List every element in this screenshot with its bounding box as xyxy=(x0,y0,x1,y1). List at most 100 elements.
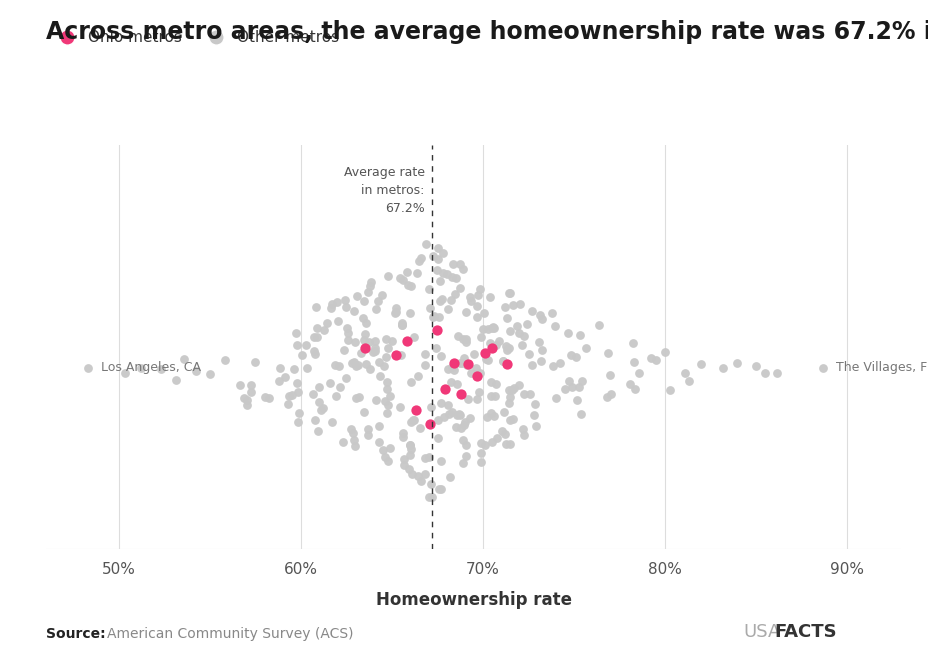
Point xyxy=(329,296,344,307)
Text: Average rate
in metros:
67.2%: Average rate in metros: 67.2% xyxy=(343,167,424,215)
Point xyxy=(346,305,361,316)
Point xyxy=(420,284,435,294)
Point xyxy=(289,327,303,338)
Point xyxy=(457,417,471,428)
Point xyxy=(501,398,516,408)
Point xyxy=(600,348,615,358)
Point xyxy=(332,382,347,393)
Point xyxy=(516,430,531,440)
Point xyxy=(202,368,217,379)
Point xyxy=(400,280,415,290)
Point xyxy=(466,349,481,360)
Point xyxy=(452,258,467,269)
Point xyxy=(502,391,517,402)
Point xyxy=(353,348,367,358)
Point xyxy=(477,348,492,358)
Point xyxy=(715,362,729,373)
Legend: Ohio metros, Other metros: Ohio metros, Other metros xyxy=(45,24,345,52)
Point xyxy=(563,381,578,392)
Point xyxy=(380,343,394,354)
Point xyxy=(291,408,306,418)
Point xyxy=(447,289,462,299)
Point xyxy=(423,479,438,490)
Point xyxy=(496,356,510,367)
Point xyxy=(432,397,447,408)
Point xyxy=(290,416,305,427)
Point xyxy=(470,370,484,381)
Point xyxy=(277,371,292,382)
Point xyxy=(534,345,548,356)
Point xyxy=(399,336,414,346)
Point xyxy=(337,345,352,356)
Point xyxy=(446,365,461,375)
Point xyxy=(316,403,330,414)
Point xyxy=(502,415,517,426)
Point xyxy=(348,393,363,404)
Point xyxy=(460,393,475,404)
Point xyxy=(448,422,463,433)
Point xyxy=(433,350,448,361)
Point xyxy=(599,391,614,402)
Point xyxy=(578,342,593,353)
Point xyxy=(356,296,371,307)
Text: American Community Survey (ACS): American Community Survey (ACS) xyxy=(107,627,353,641)
Point xyxy=(502,326,517,336)
Point xyxy=(504,385,519,395)
Point xyxy=(243,380,258,391)
Point xyxy=(472,332,487,342)
Point xyxy=(522,389,536,399)
Point xyxy=(484,323,499,334)
Point xyxy=(309,323,324,333)
Point xyxy=(363,276,378,287)
Point xyxy=(441,400,456,410)
Point xyxy=(305,389,320,399)
Point xyxy=(469,312,483,323)
Point xyxy=(388,350,403,360)
Point xyxy=(328,360,342,371)
Point xyxy=(420,491,435,502)
Point xyxy=(434,293,449,304)
Point xyxy=(729,358,744,368)
Point xyxy=(374,290,389,300)
Point xyxy=(472,456,487,467)
Point xyxy=(519,319,534,329)
Point xyxy=(324,416,339,427)
Point xyxy=(153,364,168,374)
Point xyxy=(648,355,663,366)
Point xyxy=(281,391,296,401)
Point xyxy=(396,460,411,471)
Point xyxy=(432,484,446,494)
Point xyxy=(510,327,525,338)
Point xyxy=(458,337,472,348)
Point xyxy=(360,424,375,435)
Point xyxy=(379,352,393,362)
Point xyxy=(404,281,419,292)
Point xyxy=(402,450,417,461)
Point xyxy=(440,364,455,374)
Point xyxy=(118,368,133,378)
Point xyxy=(459,360,474,370)
Point xyxy=(346,357,361,368)
Point xyxy=(552,358,567,368)
Point xyxy=(300,362,315,373)
Point xyxy=(458,440,472,450)
Point xyxy=(430,254,445,264)
Point xyxy=(498,359,513,369)
Point xyxy=(306,332,321,342)
Point xyxy=(233,379,248,390)
Point xyxy=(522,348,536,359)
Point xyxy=(344,358,359,368)
Text: FACTS: FACTS xyxy=(774,623,836,641)
Point xyxy=(405,414,419,425)
Point xyxy=(483,408,498,418)
Point xyxy=(403,417,418,428)
Point xyxy=(406,415,421,426)
Point xyxy=(458,307,473,317)
Point xyxy=(392,401,406,412)
Point xyxy=(367,343,382,354)
Point xyxy=(469,301,483,312)
Point xyxy=(368,395,383,405)
Point xyxy=(480,355,495,366)
Point xyxy=(330,316,345,327)
Point xyxy=(430,264,445,275)
